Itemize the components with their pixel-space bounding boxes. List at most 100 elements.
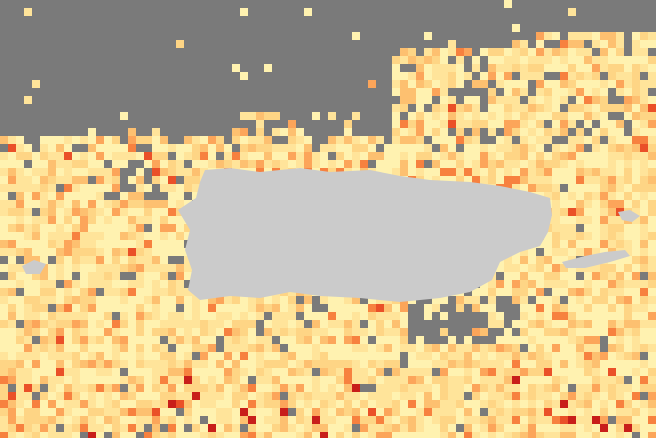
heatmap-cell xyxy=(528,288,536,296)
heatmap-cell xyxy=(520,256,528,264)
heatmap-cell xyxy=(456,392,464,400)
heatmap-cell xyxy=(320,320,328,328)
heatmap-cell xyxy=(472,120,480,128)
heatmap-cell xyxy=(368,152,376,160)
heatmap-cell xyxy=(136,256,144,264)
heatmap-cell xyxy=(624,296,632,304)
heatmap-cell xyxy=(216,296,224,304)
heatmap-cell xyxy=(0,384,8,392)
heatmap-cell xyxy=(368,408,376,416)
heatmap-cell xyxy=(424,112,432,120)
heatmap-cell xyxy=(24,232,32,240)
heatmap-cell xyxy=(224,376,232,384)
heatmap-cell xyxy=(640,56,648,64)
heatmap-cell xyxy=(328,328,336,336)
heatmap-cell xyxy=(104,392,112,400)
heatmap-cell xyxy=(24,144,32,152)
heatmap-cell xyxy=(56,392,64,400)
heatmap-cell xyxy=(224,312,232,320)
heatmap-cell xyxy=(40,144,48,152)
heatmap-cell xyxy=(176,200,184,208)
heatmap-cell xyxy=(96,184,104,192)
heatmap-cell xyxy=(232,320,240,328)
heatmap-cell xyxy=(400,48,408,56)
heatmap-cell xyxy=(464,104,472,112)
heatmap-cell xyxy=(280,416,288,424)
heatmap-cell xyxy=(168,424,176,432)
heatmap-cell xyxy=(480,80,488,88)
heatmap-cell xyxy=(128,352,136,360)
heatmap-cell xyxy=(616,400,624,408)
heatmap-cell xyxy=(0,344,8,352)
heatmap-cell xyxy=(128,288,136,296)
heatmap-cell xyxy=(568,112,576,120)
heatmap-cell xyxy=(568,400,576,408)
heatmap-cell xyxy=(416,384,424,392)
heatmap-cell xyxy=(352,352,360,360)
heatmap-cell xyxy=(584,232,592,240)
heatmap-cell xyxy=(568,296,576,304)
heatmap-cell xyxy=(264,160,272,168)
heatmap-cell xyxy=(632,296,640,304)
heatmap-cell xyxy=(520,184,528,192)
heatmap-cell xyxy=(592,304,600,312)
heatmap-cell xyxy=(528,112,536,120)
heatmap-cell xyxy=(520,416,528,424)
heatmap-cell xyxy=(328,400,336,408)
heatmap-cell xyxy=(128,408,136,416)
heatmap-cell xyxy=(640,192,648,200)
heatmap-cell xyxy=(208,432,216,438)
heatmap-cell xyxy=(552,32,560,40)
heatmap-cell xyxy=(144,184,152,192)
heatmap-cell xyxy=(448,136,456,144)
heatmap-cell xyxy=(632,32,640,40)
heatmap-cell xyxy=(512,152,520,160)
heatmap-cell xyxy=(584,48,592,56)
heatmap-cell xyxy=(472,168,480,176)
heatmap-cell xyxy=(40,376,48,384)
heatmap-cell xyxy=(456,136,464,144)
heatmap-cell xyxy=(448,376,456,384)
heatmap-cell xyxy=(368,144,376,152)
heatmap-cell xyxy=(112,432,120,438)
heatmap-cell xyxy=(96,272,104,280)
heatmap-cell xyxy=(488,408,496,416)
heatmap-cell xyxy=(256,408,264,416)
heatmap-cell xyxy=(128,152,136,160)
heatmap-cell xyxy=(304,432,312,438)
heatmap-cell xyxy=(168,288,176,296)
heatmap-cell xyxy=(520,160,528,168)
heatmap-cell xyxy=(72,216,80,224)
heatmap-cell xyxy=(648,216,656,224)
heatmap-cell xyxy=(200,168,208,176)
heatmap-cell xyxy=(248,392,256,400)
heatmap-cell xyxy=(400,344,408,352)
heatmap-cell xyxy=(600,200,608,208)
heatmap-cell xyxy=(24,200,32,208)
heatmap-cell xyxy=(600,168,608,176)
heatmap-cell xyxy=(544,376,552,384)
heatmap-cell xyxy=(104,168,112,176)
heatmap-cell xyxy=(528,248,536,256)
heatmap-cell xyxy=(88,152,96,160)
heatmap-cell xyxy=(432,88,440,96)
heatmap-cell xyxy=(352,152,360,160)
heatmap-cell xyxy=(16,280,24,288)
heatmap-cell xyxy=(504,432,512,438)
heatmap-cell xyxy=(112,320,120,328)
heatmap-cell xyxy=(608,104,616,112)
heatmap-cell xyxy=(8,288,16,296)
heatmap-cell xyxy=(32,216,40,224)
heatmap-cell xyxy=(552,232,560,240)
heatmap-cell xyxy=(568,304,576,312)
heatmap-cell xyxy=(608,80,616,88)
heatmap-cell xyxy=(96,368,104,376)
heatmap-cell xyxy=(208,336,216,344)
heatmap-cell xyxy=(512,336,520,344)
heatmap-cell xyxy=(496,312,504,320)
heatmap-cell xyxy=(64,296,72,304)
heatmap-cell xyxy=(400,72,408,80)
heatmap-cell xyxy=(504,176,512,184)
heatmap-cell xyxy=(416,88,424,96)
heatmap-cell xyxy=(288,384,296,392)
